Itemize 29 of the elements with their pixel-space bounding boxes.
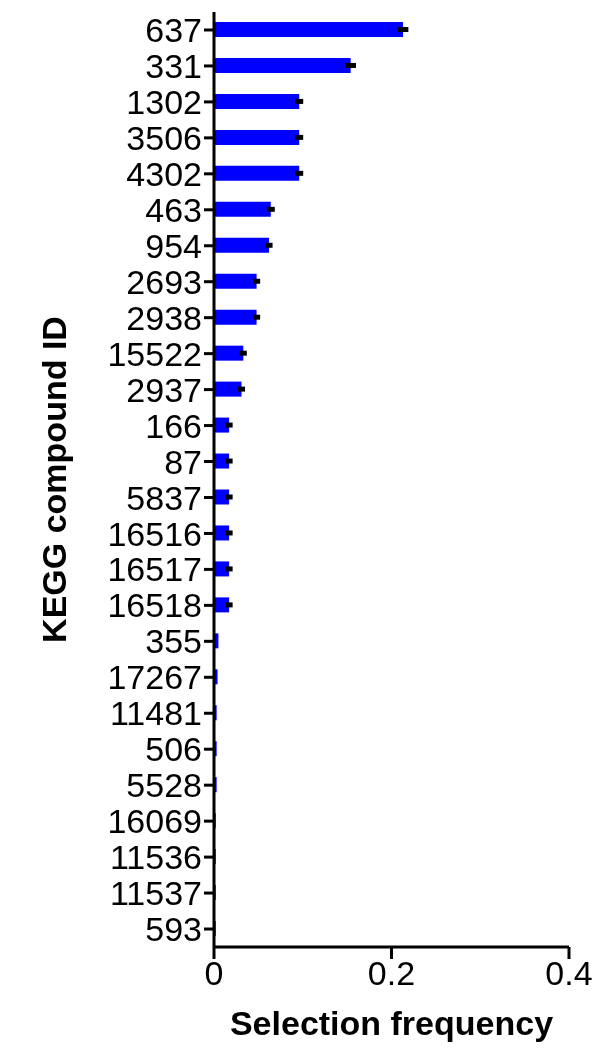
x-tick-label: 0.4 (545, 954, 593, 993)
y-tick-label: 11536 (109, 838, 202, 877)
y-tick-label: 355 (145, 622, 202, 661)
y-tick-label: 17267 (107, 658, 202, 697)
y-tick-label: 5837 (126, 478, 202, 517)
y-tick-label: 506 (145, 730, 202, 769)
y-tick-label: 16517 (107, 550, 202, 589)
y-tick-label: 463 (145, 190, 202, 229)
y-tick-label: 3506 (126, 118, 202, 157)
y-tick-label: 16518 (107, 586, 202, 625)
y-tick-label: 15522 (107, 334, 202, 373)
y-tick-label: 16069 (107, 802, 202, 841)
y-tick-label: 4302 (126, 154, 202, 193)
y-tick-label: 166 (145, 406, 202, 445)
y-axis-title: KEGG compound ID (35, 316, 74, 643)
y-tick-label: 637 (145, 11, 202, 50)
y-tick-label: 11537 (109, 874, 202, 913)
y-tick-label: 2693 (126, 262, 202, 301)
y-tick-label: 11481 (109, 694, 202, 733)
y-tick-label: 16516 (107, 514, 202, 553)
x-axis-title: Selection frequency (229, 1004, 554, 1042)
y-tick-label: 593 (145, 910, 202, 949)
y-tick-label: 954 (145, 226, 202, 265)
x-tick-label: 0 (204, 954, 224, 993)
y-tick-label: 5528 (126, 766, 202, 805)
y-tick-label: 87 (164, 442, 202, 481)
x-tick-label: 0.2 (367, 954, 416, 993)
y-tick-label: 2937 (126, 370, 202, 409)
y-tick-label: 2938 (126, 298, 202, 337)
